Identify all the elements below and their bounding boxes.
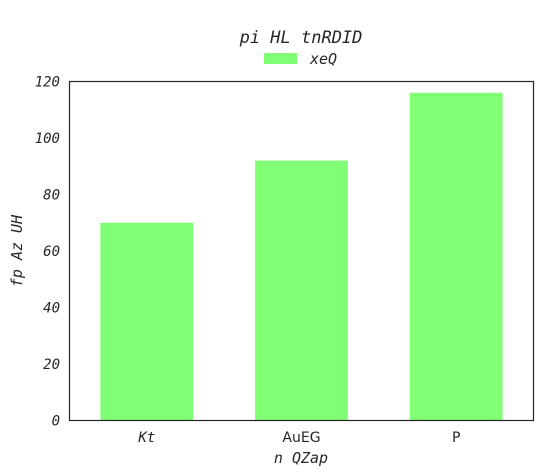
legend-label: xeQ [309, 50, 337, 68]
bar-kt [100, 222, 194, 421]
y-tick-label: 100 [35, 131, 60, 147]
chart-title: pi HL tnRDID [239, 28, 363, 48]
x-axis-label: n QZap [274, 449, 328, 467]
legend-swatch [264, 53, 297, 64]
bar-p [409, 92, 503, 421]
y-tick-label: 0 [52, 414, 60, 430]
x-tick-label: Kt [137, 430, 155, 446]
legend: xeQ [264, 50, 337, 68]
y-tick-label: 80 [43, 188, 60, 204]
x-tick-label: P [452, 430, 460, 446]
plot-frame [68, 80, 535, 422]
x-axis-ticks: Kt AuEG P [137, 430, 460, 446]
y-tick-label: 60 [43, 244, 60, 260]
y-tick-label: 120 [35, 75, 60, 91]
bars-group [100, 92, 503, 421]
x-tick-label: AuEG [282, 430, 320, 446]
y-axis-label: fp Az UH [8, 214, 26, 287]
y-tick-label: 40 [43, 301, 60, 317]
bar-aueg [255, 160, 348, 421]
y-tick-label: 20 [43, 357, 60, 373]
y-axis-ticks: 0 20 40 60 80 100 120 [35, 75, 60, 430]
